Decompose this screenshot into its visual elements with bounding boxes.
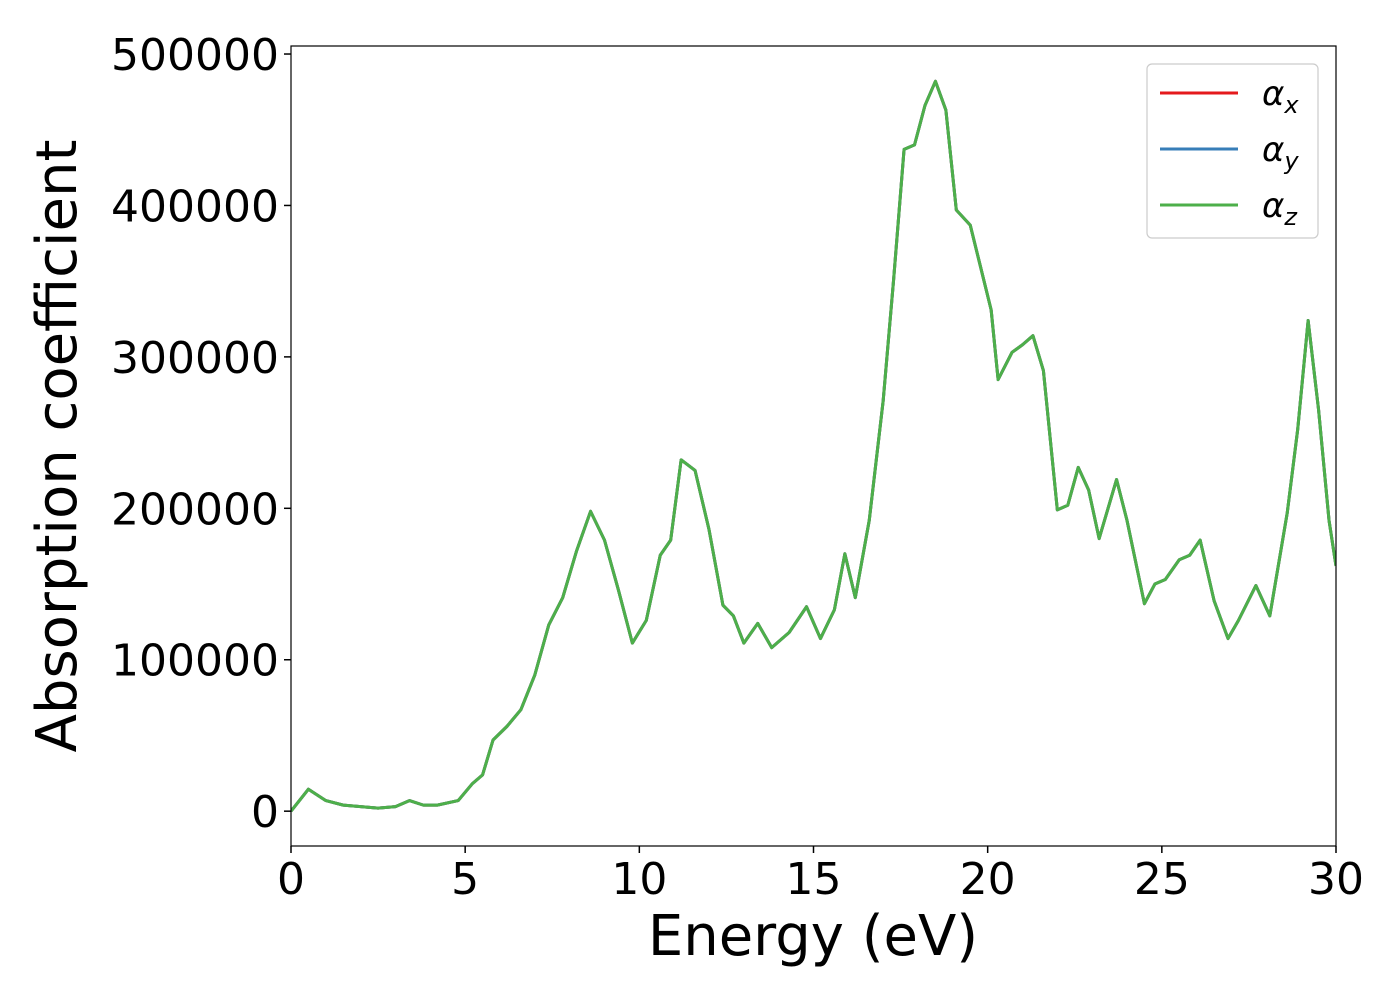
y-tick-label: 500000	[111, 30, 279, 81]
x-tick-label: 15	[786, 854, 842, 905]
y-axis-label: Absorption coefficient	[25, 140, 90, 753]
x-tick-label: 5	[451, 854, 479, 905]
x-tick-label: 0	[277, 854, 305, 905]
x-tick-label: 25	[1134, 854, 1190, 905]
x-tick-label: 20	[960, 854, 1016, 905]
legend-label: αy	[1262, 130, 1299, 175]
legend-label: αz	[1262, 186, 1298, 231]
x-tick-label: 10	[611, 854, 667, 905]
y-tick-label: 300000	[111, 333, 279, 384]
legend-box	[1146, 63, 1319, 239]
series-line	[291, 79, 1336, 813]
y-tick-label: 400000	[111, 181, 279, 232]
y-tick-label: 200000	[111, 484, 279, 535]
plot-frame	[290, 45, 1337, 847]
x-axis-label: Energy (eV)	[648, 904, 978, 969]
legend-label: αx	[1262, 74, 1299, 119]
x-tick-label: 30	[1308, 854, 1364, 905]
y-tick-label: 0	[251, 787, 279, 838]
y-tick-label: 100000	[111, 636, 279, 687]
